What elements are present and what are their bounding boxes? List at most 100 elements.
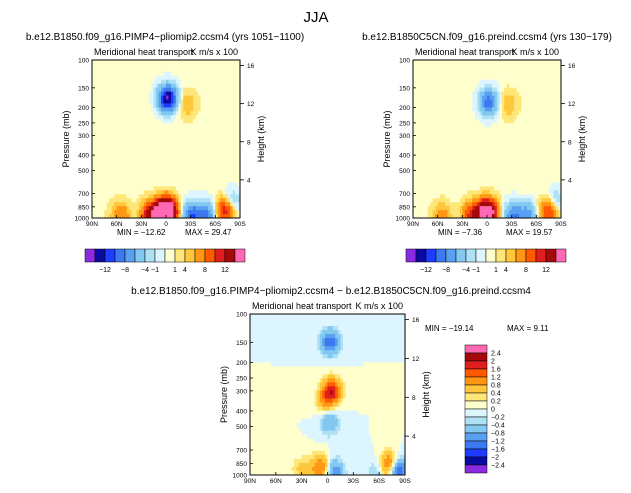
heatmap-cell (119, 123, 122, 128)
heatmap-cell (452, 158, 456, 164)
heatmap-cell (163, 67, 167, 73)
heatmap-cell (136, 119, 140, 124)
heatmap-cell (99, 111, 103, 116)
heatmap-cell (526, 142, 530, 148)
heatmap-cell (415, 150, 419, 156)
heatmap-cell (116, 214, 120, 219)
heatmap-cell (474, 154, 478, 160)
heatmap-cell (435, 79, 439, 85)
heatmap-cell (496, 107, 500, 112)
heatmap-cell (462, 60, 466, 65)
heatmap-cell (222, 95, 226, 100)
heatmap-cell (472, 60, 476, 65)
heatmap-cell (250, 374, 253, 379)
heatmap-cell (494, 170, 498, 175)
heatmap-cell (163, 162, 167, 168)
heatmap-cell (479, 103, 483, 108)
heatmap-cell (92, 166, 95, 171)
heatmap-cell (516, 166, 520, 171)
heatmap-cell (422, 135, 426, 140)
heatmap-cell (168, 202, 172, 207)
heatmap-cell (124, 91, 127, 96)
heatmap-cell (148, 162, 152, 168)
heatmap-cell (168, 119, 172, 124)
heatmap-cell (99, 174, 103, 179)
heatmap-cell (528, 135, 532, 140)
heatmap-cell (558, 194, 562, 199)
heatmap-cell (163, 83, 167, 89)
heatmap-cell (230, 186, 233, 191)
heatmap-cell (509, 99, 513, 104)
heatmap-cell (220, 87, 224, 92)
heatmap-cell (185, 206, 189, 211)
heatmap-cell (133, 107, 137, 112)
heatmap-cell (427, 139, 431, 144)
heatmap-cell (99, 67, 103, 73)
heatmap-cell (200, 103, 204, 108)
heatmap-cell (185, 166, 189, 171)
heatmap-cell (173, 75, 177, 81)
heatmap-cell (543, 139, 547, 144)
heatmap-cell (230, 91, 233, 96)
heatmap-cell (220, 210, 224, 215)
heatmap-cell (487, 206, 490, 211)
heatmap-cell (126, 214, 130, 219)
heatmap-cell (220, 146, 224, 152)
heatmap-cell (227, 127, 231, 132)
heatmap-cell (250, 346, 253, 351)
heatmap-cell (415, 202, 419, 207)
heatmap-cell (457, 83, 461, 89)
heatmap-cell (180, 214, 184, 219)
heatmap-cell (121, 60, 125, 65)
heatmap-cell (482, 206, 485, 211)
heatmap-cell (141, 95, 145, 100)
heatmap-cell (417, 198, 421, 203)
heatmap-cell (450, 123, 453, 128)
heatmap-cell (457, 79, 461, 85)
panel-units: K m/s x 100 (511, 47, 559, 57)
heatmap-cell (168, 210, 172, 215)
heatmap-cell (548, 210, 552, 215)
heatmap-cell (158, 139, 162, 144)
heatmap-cell (524, 162, 527, 168)
heatmap-cell (141, 131, 145, 136)
heatmap-cell (143, 182, 147, 187)
heatmap-cell (445, 206, 448, 211)
heatmap-cell (230, 83, 233, 89)
heatmap-cell (462, 115, 466, 120)
heatmap-cell (96, 202, 100, 207)
heatmap-cell (99, 190, 103, 195)
heatmap-cell (163, 95, 167, 100)
heatmap-cell (153, 71, 157, 77)
heatmap-cell (454, 158, 458, 164)
heatmap-cell (180, 186, 184, 191)
heatmap-cell (119, 87, 122, 92)
heatmap-cell (220, 139, 224, 144)
heatmap-cell (437, 146, 441, 152)
heatmap-cell (499, 107, 503, 112)
heatmap-cell (469, 194, 473, 199)
heatmap-cell (501, 190, 505, 195)
heatmap-cell (151, 95, 155, 100)
heatmap-cell (203, 87, 206, 92)
heatmap-cell (119, 99, 122, 104)
heatmap-cell (442, 111, 446, 116)
heatmap-cell (496, 79, 500, 85)
heatmap-cell (193, 135, 196, 140)
heatmap-cell (237, 162, 241, 168)
heatmap-cell (227, 63, 231, 69)
heatmap-cell (521, 71, 525, 77)
heatmap-cell (205, 162, 209, 168)
heatmap-cell (161, 87, 164, 92)
heatmap-cell (166, 119, 169, 124)
heatmap-cell (524, 214, 527, 219)
heatmap-cell (447, 91, 451, 96)
heatmap-cell (111, 210, 115, 215)
heatmap-cell (437, 99, 441, 104)
height-tick-label: 16 (568, 63, 576, 70)
heatmap-cell (166, 75, 169, 81)
heatmap-cell (526, 206, 530, 211)
heatmap-cell (511, 198, 515, 203)
heatmap-cell (420, 75, 424, 81)
heatmap-cell (222, 127, 226, 132)
